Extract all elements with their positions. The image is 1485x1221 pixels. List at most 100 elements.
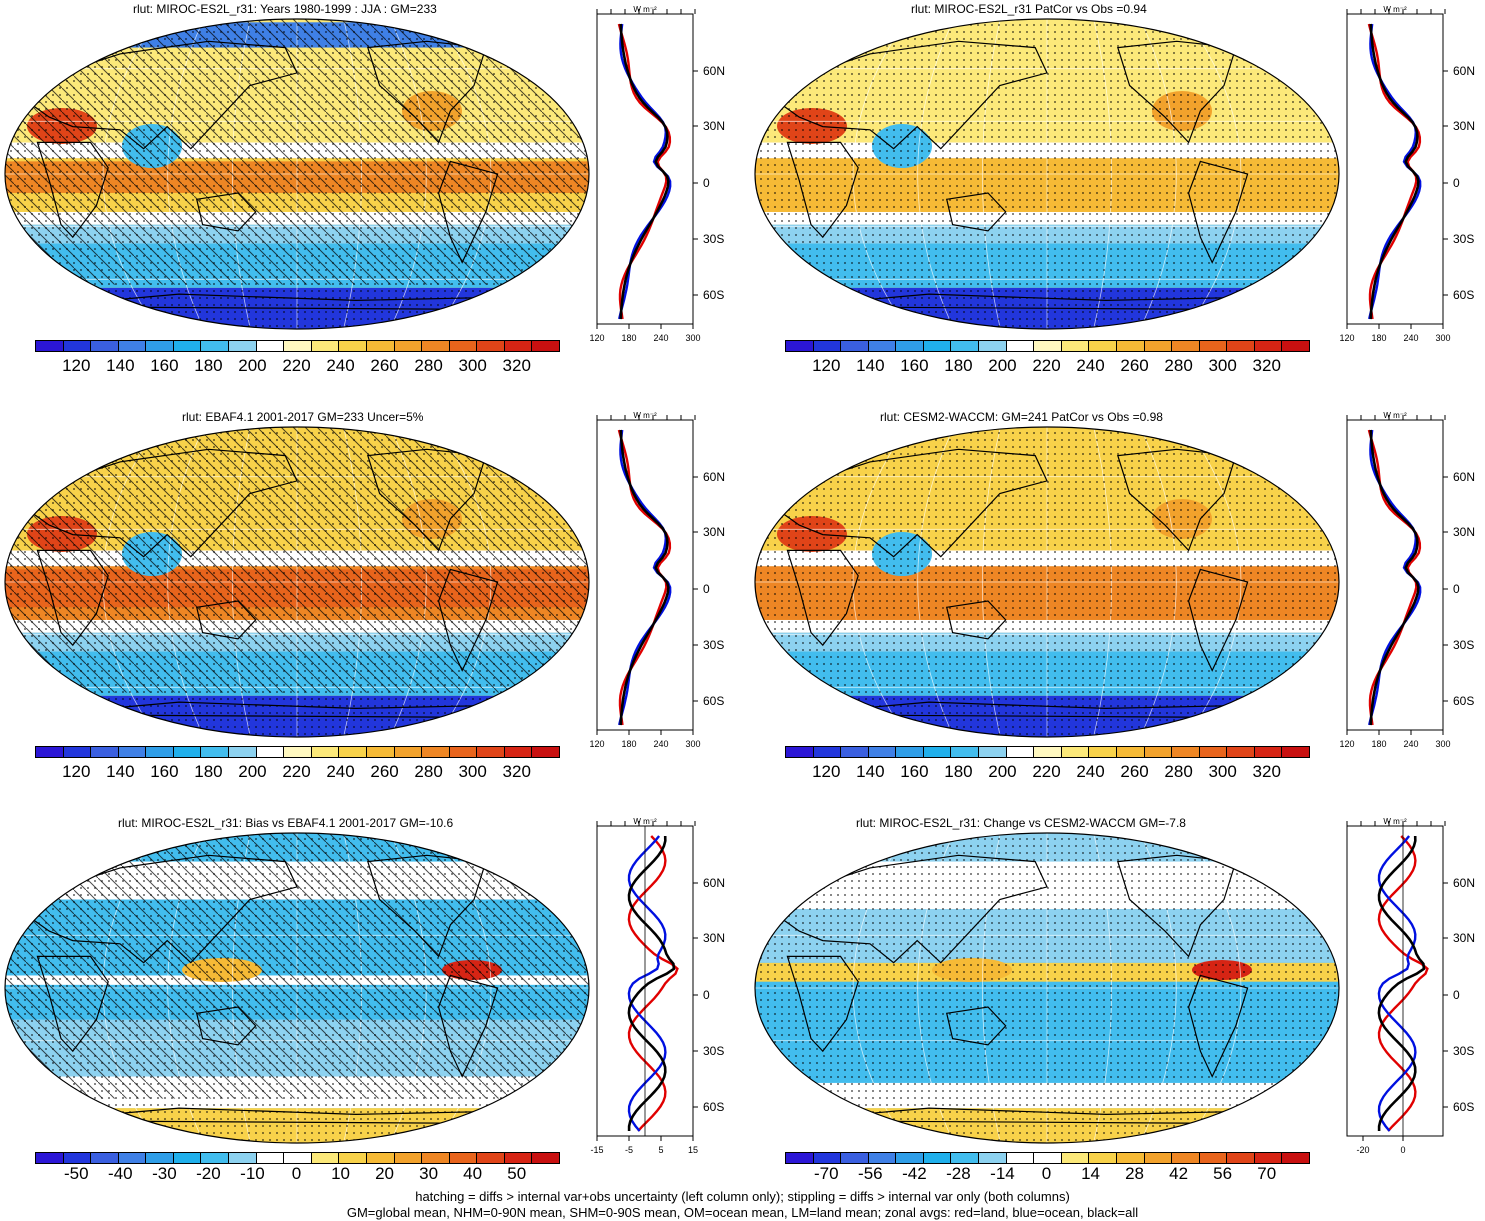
colorbar-swatch <box>422 341 450 351</box>
colorbar-tick-label: 220 <box>282 762 311 781</box>
colorbar-swatch <box>284 341 312 351</box>
colorbar-swatch <box>896 747 924 757</box>
colorbar-swatch <box>1006 747 1035 757</box>
panel-title-3: rlut: EBAF4.1 2001-2017 GM=233 Uncer=5% <box>182 410 424 424</box>
colorbar-swatch <box>91 341 119 351</box>
colorbar-swatch <box>1006 341 1035 351</box>
colorbar-swatch <box>1089 747 1117 757</box>
lat-label: 0 <box>1453 988 1460 1002</box>
colorbar-tick-label: 40 <box>463 1164 483 1183</box>
lat-label: 0 <box>703 582 710 596</box>
colorbar-swatch <box>118 747 147 757</box>
lat-label: 60S <box>1453 288 1474 302</box>
zonal-tick-label: 180 <box>1371 739 1386 749</box>
colorbar-swatch <box>146 1153 174 1163</box>
colorbar-tick-label: 320 <box>502 762 531 781</box>
colorbar-swatch <box>339 747 367 757</box>
lat-label: 30S <box>1453 1044 1474 1058</box>
colorbar-tick-label: 200 <box>988 356 1017 375</box>
colorbar-swatch <box>118 341 147 351</box>
colorbar-tick-label: 320 <box>1252 762 1281 781</box>
colorbar-swatch <box>366 747 395 757</box>
colorbar-swatch <box>951 747 980 757</box>
lat-label: 60S <box>703 1100 724 1114</box>
colorbar-swatch <box>311 341 340 351</box>
colorbar-tick-label: -40 <box>108 1164 133 1183</box>
colorbar-swatch <box>201 1153 230 1163</box>
colorbar-swatch <box>813 341 842 351</box>
colorbar-swatch <box>1254 1153 1283 1163</box>
colorbar-swatch <box>786 1153 814 1163</box>
colorbar-swatch <box>173 747 202 757</box>
colorbar-swatch <box>1034 341 1062 351</box>
zonal-units-label: W m⁻² <box>1383 411 1407 420</box>
colorbar-swatch <box>1199 1153 1228 1163</box>
zonal-units-label: W m⁻² <box>1383 817 1407 826</box>
colorbar-labels-1: 120 140 160 180 200 220 240 260 280 300 320 <box>35 356 558 378</box>
colorbar-tick-label: 260 <box>370 762 399 781</box>
colorbar-tick-label: 260 <box>1120 762 1149 781</box>
colorbar-swatch <box>532 747 559 757</box>
colorbar-4 <box>785 746 1310 758</box>
colorbar-swatch <box>868 747 897 757</box>
zonal-mean-plot-6: W m⁻² 60N 30N 0 30S 60S -20 0 <box>1346 817 1475 1155</box>
colorbar-swatch <box>1144 747 1173 757</box>
colorbar-swatch <box>394 1153 423 1163</box>
colorbar-tick-label: -10 <box>240 1164 265 1183</box>
colorbar-swatch <box>173 1153 202 1163</box>
colorbar-swatch <box>532 341 559 351</box>
lat-label: 60S <box>1453 1100 1474 1114</box>
colorbar-tick-label: 220 <box>1032 762 1061 781</box>
colorbar-tick-label: -50 <box>63 1164 89 1183</box>
colorbar-labels-5: -50 -40 -30 -20 -10 0 10 20 30 40 50 <box>35 1164 558 1186</box>
colorbar-tick-label: 50 <box>507 1164 527 1183</box>
colorbar-swatch <box>63 1153 92 1163</box>
colorbar-swatch <box>1199 747 1228 757</box>
colorbar-swatch <box>284 747 312 757</box>
colorbar-swatch <box>311 1153 340 1163</box>
colorbar-tick-label: 56 <box>1213 1164 1233 1183</box>
colorbar-swatch <box>841 1153 869 1163</box>
colorbar-tick-label: 30 <box>419 1164 439 1183</box>
panel-title-6: rlut: MIROC-ES2L_r31: Change vs CESM2-WA… <box>856 816 1186 830</box>
colorbar-swatch <box>1089 341 1117 351</box>
colorbar-swatch <box>1282 341 1309 351</box>
colorbar-tick-label: 240 <box>1076 356 1105 375</box>
colorbar-tick-label: 0 <box>291 1164 302 1183</box>
colorbar-swatch <box>1061 1153 1090 1163</box>
colorbar-tick-label: 280 <box>1164 762 1193 781</box>
lat-label: 0 <box>1453 176 1460 190</box>
lat-label: 60N <box>703 470 725 484</box>
colorbar-swatch <box>229 747 257 757</box>
colorbar-tick-label: -42 <box>902 1164 927 1183</box>
zonal-tick-label: 240 <box>653 739 668 749</box>
zonal-mean-plot-2: W m⁻² 60N 30N 0 30S 60S 120 180 240 300 <box>1339 5 1475 343</box>
colorbar-swatch <box>339 341 367 351</box>
colorbar-tick-label: 240 <box>326 762 355 781</box>
panel-title-2: rlut: MIROC-ES2L_r31 PatCor vs Obs =0.94 <box>911 2 1147 16</box>
colorbar-tick-label: 70 <box>1257 1164 1277 1183</box>
colorbar-swatch <box>951 1153 980 1163</box>
zonal-tick-label: 300 <box>685 739 700 749</box>
colorbar-swatch <box>449 341 478 351</box>
lat-label: 30S <box>703 1044 724 1058</box>
colorbar-swatch <box>256 1153 285 1163</box>
colorbar-swatch <box>868 341 897 351</box>
colorbar-labels-4: 120 140 160 180 200 220 240 260 280 300 320 <box>785 762 1308 784</box>
lat-label: 60S <box>703 694 724 708</box>
colorbar-swatch <box>422 747 450 757</box>
zonal-tick-label: 180 <box>621 333 636 343</box>
colorbar-tick-label: -70 <box>813 1164 839 1183</box>
colorbar-2 <box>785 340 1310 352</box>
colorbar-swatch <box>173 341 202 351</box>
colorbar-tick-label: 220 <box>282 356 311 375</box>
colorbar-tick-label: 200 <box>238 356 267 375</box>
zonal-tick-label: 240 <box>653 333 668 343</box>
colorbar-swatch <box>146 747 174 757</box>
lat-label: 0 <box>703 988 710 1002</box>
colorbar-swatch <box>896 341 924 351</box>
zonal-tick-label: 240 <box>1403 739 1418 749</box>
lat-label: 0 <box>1453 582 1460 596</box>
colorbar-tick-label: 120 <box>62 762 91 781</box>
colorbar-tick-label: 200 <box>988 762 1017 781</box>
